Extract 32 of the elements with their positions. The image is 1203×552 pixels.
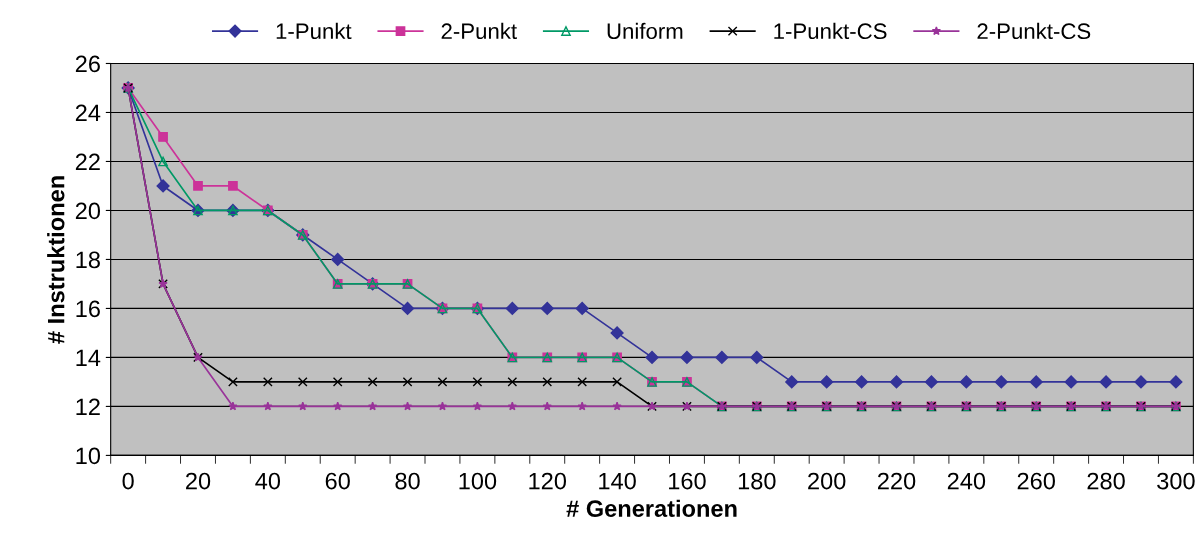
y-tick-label: 26 [75, 55, 100, 73]
x-tick-label: 280 [1087, 472, 1125, 490]
legend-label: 1-Punkt [276, 22, 352, 40]
y-tick-label: 22 [75, 153, 100, 171]
y-tick-label: 20 [75, 202, 101, 220]
x-axis-title: # Generationen [566, 499, 737, 517]
x-tick-label: 240 [947, 472, 986, 490]
x-tick-label: 20 [186, 472, 211, 490]
y-tick-label: 14 [76, 349, 101, 366]
x-tick-label: 60 [325, 472, 350, 490]
x-tick-label: 40 [255, 472, 281, 490]
x-tick-label: 160 [669, 472, 706, 490]
x-tick-label: 0 [122, 472, 134, 490]
y-tick-label: 12 [76, 398, 100, 415]
legend-label: Uniform [607, 22, 683, 40]
legend-label: 2-Punkt [441, 22, 517, 40]
y-tick-label: 24 [75, 104, 101, 122]
x-tick-label: 100 [459, 472, 497, 490]
legend-label: 1-Punkt-CS [774, 22, 887, 40]
y-tick-label: 16 [76, 300, 100, 318]
x-tick-label: 180 [738, 472, 776, 490]
legend-label: 2-Punkt-CS [977, 22, 1091, 40]
y-tick-label: 10 [76, 447, 101, 465]
x-tick-label: 80 [395, 472, 420, 490]
x-tick-label: 120 [529, 472, 567, 490]
x-tick-label: 220 [878, 472, 916, 490]
y-tick-label: 18 [76, 251, 100, 269]
y-axis-title: # Instruktionen [47, 176, 65, 344]
x-tick-label: 140 [599, 472, 636, 490]
x-tick-label: 300 [1157, 472, 1195, 490]
x-tick-label: 260 [1017, 472, 1055, 490]
x-tick-label: 200 [808, 472, 846, 490]
